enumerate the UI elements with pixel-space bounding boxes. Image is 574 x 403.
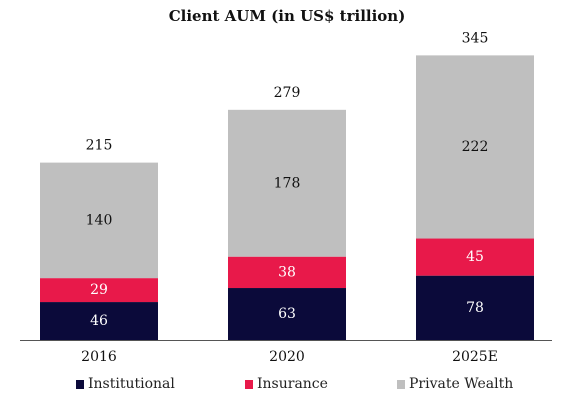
legend-swatch-insurance: [245, 379, 253, 389]
bar-institutional-2016: [40, 302, 158, 340]
legend-item-institutional: Institutional: [76, 376, 175, 392]
bar-institutional-2025e: [416, 275, 534, 340]
total-label-2016: 215: [86, 138, 113, 154]
x-tick-label-2016: 2016: [81, 349, 117, 365]
legend-label-institutional: Institutional: [88, 376, 175, 392]
bar-institutional-2020: [228, 288, 346, 340]
data-label-private-wealth-2020: 178: [274, 175, 301, 191]
bar-insurance-2025e: [416, 238, 534, 276]
legend-swatch-institutional: [76, 379, 84, 389]
data-label-institutional-2020: 63: [278, 306, 296, 322]
bar-insurance-2016: [40, 278, 158, 303]
data-label-private-wealth-2016: 140: [86, 212, 113, 228]
legend-label-private-wealth: Private Wealth: [409, 376, 514, 392]
total-label-2020: 279: [274, 85, 301, 101]
legend-item-insurance: Insurance: [245, 376, 328, 392]
bar-insurance-2020: [228, 256, 346, 289]
bar-private-wealth-2025e: [416, 55, 534, 239]
bar-private-wealth-2016: [40, 162, 158, 279]
legend-swatch-private-wealth: [397, 379, 405, 389]
data-label-private-wealth-2025e: 222: [462, 139, 489, 155]
chart-title: Client AUM (in US$ trillion): [168, 7, 406, 25]
data-label-insurance-2020: 38: [278, 264, 296, 280]
total-label-2025e: 345: [462, 30, 489, 46]
data-label-insurance-2025e: 45: [466, 249, 484, 265]
chart-legend: Institutional Insurance Private Wealth: [0, 376, 574, 398]
legend-label-insurance: Insurance: [257, 376, 328, 392]
x-tick-label-2025e: 2025E: [452, 349, 498, 365]
x-tick-label-2020: 2020: [269, 349, 305, 365]
legend-item-private-wealth: Private Wealth: [397, 376, 513, 392]
data-label-institutional-2016: 46: [90, 313, 108, 329]
data-label-insurance-2016: 29: [90, 282, 108, 298]
bar-private-wealth-2020: [228, 109, 346, 257]
data-label-institutional-2025e: 78: [466, 300, 484, 316]
